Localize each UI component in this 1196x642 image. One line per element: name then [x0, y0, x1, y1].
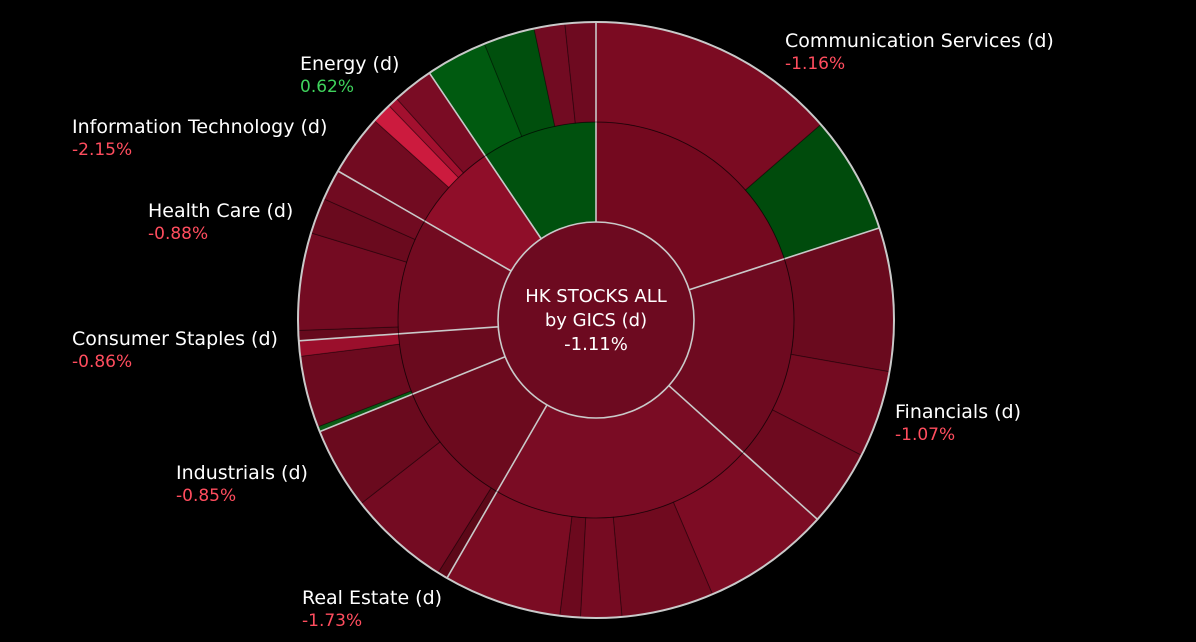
sector-label-energy[interactable]: Energy (d) 0.62%	[300, 53, 399, 97]
sector-label-industrials[interactable]: Industrials (d) -0.85%	[176, 462, 308, 506]
sector-change: -1.07%	[895, 425, 955, 445]
sector-label-real-estate[interactable]: Real Estate (d) -1.73%	[302, 587, 442, 631]
sector-name: Consumer Staples (d)	[72, 328, 278, 350]
center-title: HK STOCKS ALL	[525, 286, 667, 307]
middle-ring	[397, 121, 795, 519]
sector-labels: Communication Services (d) -1.16% Financ…	[72, 30, 1054, 631]
sector-change: -1.73%	[302, 611, 362, 631]
sector-label-health-care[interactable]: Health Care (d) -0.88%	[148, 200, 293, 244]
center-disc[interactable]	[498, 222, 694, 418]
sector-label-information-technology[interactable]: Information Technology (d) -2.15%	[72, 116, 327, 160]
sector-name: Energy (d)	[300, 53, 399, 75]
sector-change: 0.62%	[300, 77, 354, 97]
sector-name: Health Care (d)	[148, 200, 293, 222]
inner-segment-real-estate[interactable]	[497, 385, 744, 518]
sector-name: Information Technology (d)	[72, 116, 327, 138]
center-value: -1.11%	[564, 334, 628, 355]
inner-segment-information-technology[interactable]	[424, 155, 542, 271]
sector-change: -2.15%	[72, 140, 132, 160]
sector-change: -0.86%	[72, 352, 132, 372]
center-ring	[497, 221, 695, 419]
sector-change: -0.85%	[176, 486, 236, 506]
inner-segment-industrials[interactable]	[412, 356, 547, 492]
sector-label-financials[interactable]: Financials (d) -1.07%	[895, 401, 1021, 445]
inner-segment-health-care[interactable]	[398, 221, 512, 334]
sector-name: Real Estate (d)	[302, 587, 442, 609]
ring-outlines	[297, 21, 895, 619]
inner-segment-communication-services[interactable]	[596, 122, 785, 290]
sector-name: Financials (d)	[895, 401, 1021, 423]
sector-label-communication-services[interactable]: Communication Services (d) -1.16%	[785, 30, 1054, 74]
outer-ring	[297, 21, 895, 619]
center-subtitle: by GICS (d)	[545, 310, 647, 331]
sector-change: -0.88%	[148, 224, 208, 244]
sector-label-consumer-staples[interactable]: Consumer Staples (d) -0.86%	[72, 328, 278, 372]
inner-segment-energy[interactable]	[485, 122, 596, 239]
sector-name: Industrials (d)	[176, 462, 308, 484]
chart-center[interactable]: HK STOCKS ALL by GICS (d) -1.11%	[525, 286, 667, 355]
inner-segment-financials[interactable]	[668, 258, 795, 453]
sector-name: Communication Services (d)	[785, 30, 1054, 52]
sector-change: -1.16%	[785, 54, 845, 74]
inner-segment-consumer-staples[interactable]	[398, 326, 506, 395]
